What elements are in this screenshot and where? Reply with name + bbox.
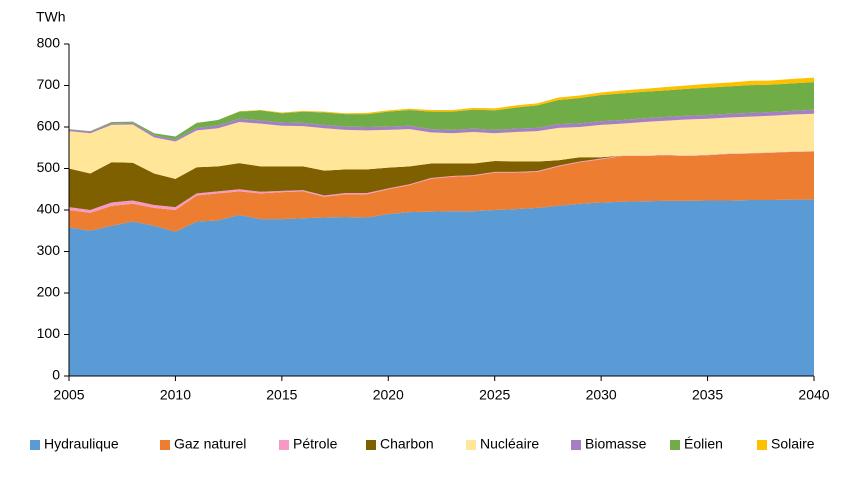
area: [69, 109, 814, 142]
legend-swatch: [757, 440, 767, 450]
area: [69, 151, 814, 232]
area: [69, 199, 814, 376]
legend-swatch: [571, 440, 581, 450]
y-tick-label: 400: [37, 201, 61, 217]
x-tick-label: 2015: [266, 387, 297, 403]
legend-label: Biomasse: [585, 436, 647, 452]
y-tick-label: 700: [37, 76, 61, 92]
y-tick-label: 0: [52, 367, 60, 383]
legend-label: Gaz naturel: [174, 436, 246, 452]
legend-swatch: [670, 440, 680, 450]
y-tick-label: 300: [37, 242, 61, 258]
x-tick-label: 2035: [692, 387, 723, 403]
x-tick-label: 2030: [586, 387, 617, 403]
y-tick-label: 500: [37, 159, 61, 175]
area: [69, 113, 814, 179]
area: [69, 77, 814, 137]
y-tick-label: 100: [37, 325, 61, 341]
legend-label: Pétrole: [293, 436, 338, 452]
x-tick-label: 2020: [373, 387, 404, 403]
legend-swatch: [279, 440, 289, 450]
x-tick-label: 2005: [53, 387, 84, 403]
y-tick-label: 800: [37, 35, 61, 51]
legend-label: Hydraulique: [44, 436, 119, 452]
legend-swatch: [466, 440, 476, 450]
legend-label: Éolien: [684, 436, 723, 452]
legend-label: Solaire: [771, 436, 815, 452]
legend-label: Charbon: [380, 436, 434, 452]
area: [69, 82, 814, 140]
y-axis-label: TWh: [36, 9, 66, 25]
y-tick-label: 200: [37, 284, 61, 300]
legend-swatch: [366, 440, 376, 450]
x-tick-label: 2010: [160, 387, 191, 403]
area: [69, 151, 814, 210]
legend-label: Nucléaire: [480, 436, 539, 452]
x-tick-label: 2040: [798, 387, 829, 403]
legend-swatch: [30, 440, 40, 450]
y-tick-label: 600: [37, 118, 61, 134]
legend-swatch: [160, 440, 170, 450]
x-tick-label: 2025: [479, 387, 510, 403]
